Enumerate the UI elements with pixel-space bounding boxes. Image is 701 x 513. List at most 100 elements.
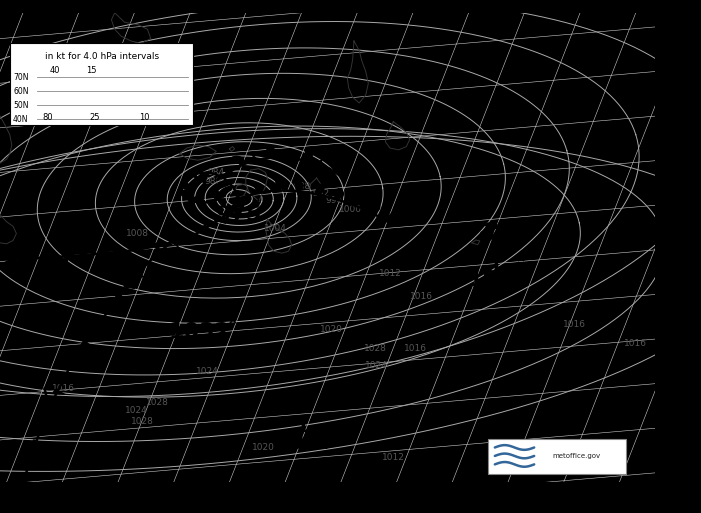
Polygon shape [32, 440, 43, 444]
Polygon shape [124, 283, 135, 289]
Polygon shape [8, 259, 14, 267]
Polygon shape [36, 427, 48, 431]
Polygon shape [53, 408, 64, 413]
Polygon shape [191, 172, 197, 180]
Polygon shape [217, 173, 225, 181]
Polygon shape [199, 198, 205, 205]
Polygon shape [135, 247, 142, 255]
Text: L: L [299, 418, 311, 436]
Text: H: H [192, 307, 207, 325]
Polygon shape [47, 402, 58, 406]
Polygon shape [81, 252, 87, 261]
Polygon shape [26, 256, 32, 265]
Text: 1016: 1016 [625, 339, 647, 348]
Text: 1024: 1024 [365, 361, 388, 370]
Polygon shape [152, 243, 159, 251]
Polygon shape [44, 254, 50, 264]
Text: 1028: 1028 [364, 344, 386, 353]
Polygon shape [295, 181, 303, 191]
Polygon shape [253, 183, 263, 193]
Polygon shape [115, 294, 126, 300]
Polygon shape [65, 365, 77, 370]
Text: metoffice.gov: metoffice.gov [552, 453, 601, 459]
Text: in kt for 4.0 hPa intervals: in kt for 4.0 hPa intervals [45, 52, 158, 61]
Polygon shape [81, 341, 93, 346]
Text: 1028: 1028 [146, 398, 169, 407]
Text: 1017: 1017 [273, 433, 336, 453]
Text: 1028: 1028 [132, 417, 154, 426]
Polygon shape [275, 180, 283, 190]
Text: 1016: 1016 [564, 321, 586, 329]
Text: 1000: 1000 [339, 206, 362, 214]
Polygon shape [97, 317, 109, 323]
Polygon shape [53, 389, 64, 394]
Polygon shape [315, 160, 322, 167]
Polygon shape [215, 216, 226, 223]
Text: 1008: 1008 [126, 229, 149, 238]
Polygon shape [304, 150, 312, 161]
Text: 1032: 1032 [169, 322, 231, 342]
Polygon shape [253, 155, 259, 163]
Polygon shape [189, 195, 203, 202]
Polygon shape [99, 251, 105, 260]
Text: 980: 980 [205, 177, 222, 186]
Polygon shape [232, 156, 244, 166]
Text: 60N: 60N [13, 87, 29, 96]
Text: L: L [492, 255, 504, 273]
Polygon shape [132, 271, 144, 277]
Polygon shape [47, 399, 59, 403]
Text: 1016: 1016 [52, 384, 75, 393]
Polygon shape [369, 203, 380, 212]
Polygon shape [41, 415, 53, 419]
Polygon shape [200, 225, 211, 233]
Text: 10: 10 [139, 113, 149, 122]
Polygon shape [154, 250, 165, 256]
Polygon shape [143, 260, 154, 267]
Text: 992: 992 [313, 189, 329, 198]
Polygon shape [352, 195, 362, 205]
Polygon shape [230, 191, 240, 195]
Polygon shape [24, 465, 36, 469]
Text: 975: 975 [216, 205, 262, 225]
Text: 1011: 1011 [467, 270, 529, 290]
Text: 70N: 70N [13, 73, 29, 82]
Text: 1016: 1016 [404, 344, 427, 353]
Polygon shape [266, 148, 276, 157]
Polygon shape [178, 189, 189, 193]
Polygon shape [315, 184, 324, 194]
Polygon shape [89, 329, 100, 334]
Polygon shape [28, 452, 39, 457]
Text: L: L [233, 189, 245, 207]
Text: 1024: 1024 [125, 406, 148, 415]
Polygon shape [117, 249, 123, 258]
Text: 101: 101 [608, 76, 661, 100]
Polygon shape [285, 153, 291, 161]
Text: 996: 996 [326, 196, 343, 205]
Text: 1016: 1016 [410, 292, 433, 301]
Polygon shape [73, 352, 84, 358]
Polygon shape [334, 189, 343, 199]
Bar [489, 439, 626, 474]
Text: 1004: 1004 [264, 224, 287, 233]
Polygon shape [199, 172, 208, 183]
Bar [10, 43, 193, 126]
Text: 40N: 40N [13, 115, 29, 124]
Polygon shape [481, 231, 492, 239]
Text: 984: 984 [207, 168, 225, 177]
Polygon shape [62, 253, 69, 262]
Polygon shape [217, 182, 231, 189]
Polygon shape [224, 169, 233, 176]
Polygon shape [485, 223, 498, 229]
Text: 40: 40 [49, 66, 60, 75]
Text: 1012: 1012 [379, 269, 402, 278]
Polygon shape [186, 232, 195, 241]
Polygon shape [333, 163, 344, 172]
Text: 15: 15 [86, 66, 97, 75]
Text: 1012: 1012 [382, 453, 404, 462]
Polygon shape [106, 306, 117, 311]
Polygon shape [59, 419, 71, 425]
Text: 1020: 1020 [252, 443, 275, 451]
Polygon shape [210, 190, 220, 200]
Polygon shape [169, 239, 178, 247]
Text: 988: 988 [293, 182, 310, 191]
